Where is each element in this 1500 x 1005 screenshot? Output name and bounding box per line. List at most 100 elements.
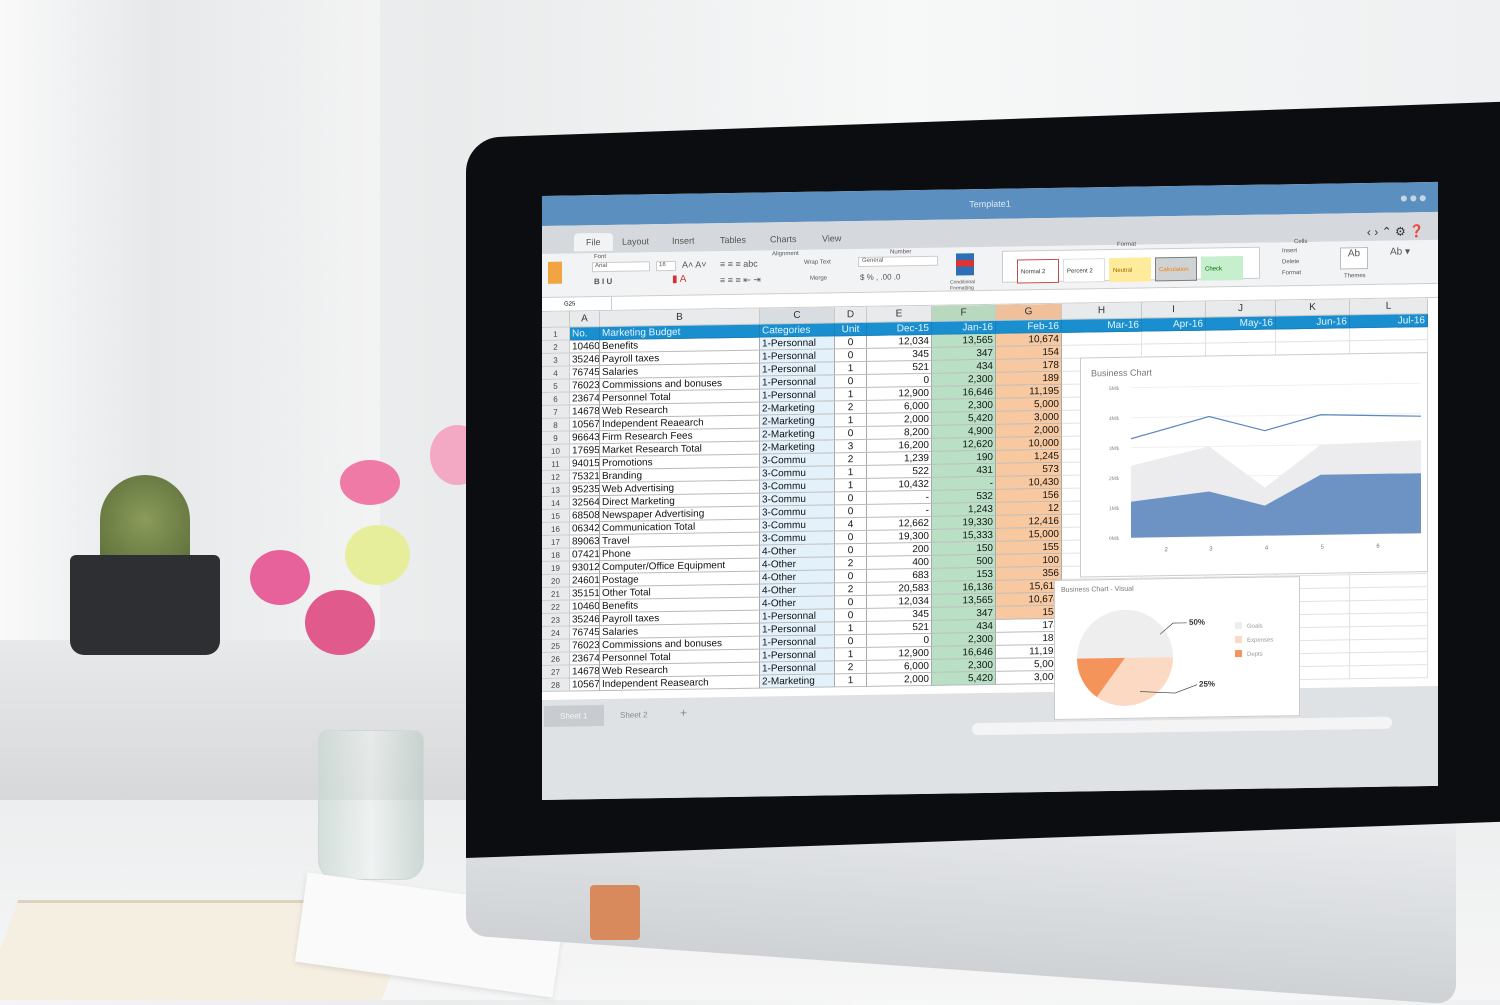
table-cell[interactable]: 153 (932, 567, 996, 582)
row-number[interactable]: 7 (542, 405, 570, 419)
row-number[interactable]: 10 (542, 444, 570, 458)
settings-help-icons[interactable]: ‹ › ⌃ ⚙ ❓ (1366, 224, 1424, 240)
tab-file[interactable]: File (574, 232, 613, 252)
table-cell[interactable]: 12 (996, 501, 1062, 516)
row-number[interactable]: 1 (542, 327, 570, 341)
tab-view[interactable]: View (822, 233, 842, 244)
table-cell[interactable]: 10567 (570, 418, 600, 432)
empty-cell[interactable] (1350, 639, 1428, 654)
table-cell[interactable]: 1,243 (932, 502, 996, 517)
table-cell[interactable]: 15,611 (996, 579, 1062, 594)
table-cell[interactable]: 3,000 (996, 410, 1062, 425)
table-cell[interactable]: 2-Marketing (760, 401, 835, 416)
row-number[interactable]: 22 (542, 600, 570, 614)
table-cell[interactable]: 154 (996, 605, 1062, 620)
sheet-tab-1[interactable]: Sheet 1 (544, 705, 604, 727)
table-cell[interactable]: 6,000 (867, 659, 932, 674)
table-cell[interactable]: 522 (867, 464, 932, 479)
table-cell[interactable]: 12,900 (867, 646, 932, 661)
row-number[interactable]: 24 (542, 626, 570, 640)
empty-cell[interactable] (1350, 327, 1428, 342)
format-cells-button[interactable]: Format (1282, 270, 1302, 277)
table-cell[interactable]: 19,330 (932, 515, 996, 530)
table-cell[interactable]: 155 (996, 540, 1062, 555)
paste-icon[interactable] (548, 261, 562, 284)
table-cell[interactable]: 6,000 (867, 399, 932, 414)
add-sheet-button[interactable]: + (680, 705, 688, 720)
table-cell[interactable]: 1 (835, 361, 867, 376)
table-cell[interactable]: 35151 (570, 587, 600, 601)
table-cell[interactable]: 2 (835, 660, 867, 675)
row-number[interactable]: 16 (542, 522, 570, 536)
table-cell[interactable]: 23674 (570, 392, 600, 406)
column-header-E[interactable]: E (867, 305, 932, 323)
table-cell[interactable]: 15,333 (932, 528, 996, 543)
conditional-formatting-button[interactable]: Conditional Formatting (950, 279, 976, 292)
table-cell[interactable]: 1 (835, 413, 867, 428)
table-cell[interactable]: 1-Personnal (760, 388, 835, 403)
table-cell[interactable]: - (932, 476, 996, 491)
tab-insert[interactable]: Insert (672, 235, 695, 246)
table-cell[interactable]: 5,420 (932, 671, 996, 686)
table-cell[interactable]: 2,000 (867, 412, 932, 427)
table-cell[interactable]: 347 (932, 346, 996, 361)
table-cell[interactable]: 1-Personnal (760, 635, 835, 650)
empty-cell[interactable] (1350, 665, 1428, 680)
window-controls[interactable]: ●●● (1399, 189, 1428, 206)
table-cell[interactable]: 189 (996, 371, 1062, 386)
table-cell[interactable]: 95235 (570, 483, 600, 497)
table-cell[interactable]: 521 (867, 360, 932, 375)
table-cell[interactable]: 154 (996, 345, 1062, 360)
tab-layout[interactable]: Layout (622, 236, 650, 247)
table-cell[interactable]: 2-Marketing (760, 440, 835, 455)
row-number[interactable]: 12 (542, 470, 570, 484)
table-cell[interactable]: 19,300 (867, 529, 932, 544)
table-cell[interactable]: 4-Other (760, 557, 835, 572)
table-cell[interactable]: 2 (835, 452, 867, 467)
table-cell[interactable]: 2,300 (932, 398, 996, 413)
table-cell[interactable]: 1-Personnal (760, 648, 835, 663)
wrap-text-button[interactable]: Wrap Text (804, 259, 831, 266)
table-cell[interactable]: 1 (835, 387, 867, 402)
table-cell[interactable]: 100 (996, 553, 1062, 568)
table-cell[interactable]: 12,034 (867, 334, 932, 349)
table-cell[interactable]: 5,000 (996, 397, 1062, 412)
table-cell[interactable]: 2 (835, 582, 867, 597)
table-cell[interactable]: 10,674 (996, 332, 1062, 347)
table-cell[interactable]: 1-Personnal (760, 362, 835, 377)
font-name-select[interactable]: Arial (592, 261, 650, 273)
table-cell[interactable]: 3-Commu (760, 518, 835, 533)
row-number[interactable]: 4 (542, 366, 570, 380)
table-cell[interactable]: 345 (867, 347, 932, 362)
table-cell[interactable]: 0 (867, 373, 932, 388)
fonts-theme-button[interactable]: Ab ▾ (1390, 246, 1411, 258)
column-header-J[interactable]: J (1206, 300, 1276, 318)
table-cell[interactable]: 0 (835, 491, 867, 506)
table-cell[interactable]: 1 (835, 621, 867, 636)
table-cell[interactable]: 10,674 (996, 592, 1062, 607)
row-number[interactable]: 26 (542, 652, 570, 666)
table-cell[interactable]: 68508 (570, 509, 600, 523)
table-cell[interactable]: 573 (996, 462, 1062, 477)
align-icons-2[interactable]: ≡ ≡ ≡ ⇤ ⇥ (720, 274, 761, 286)
empty-cell[interactable] (1350, 574, 1428, 589)
empty-cell[interactable] (1350, 626, 1428, 641)
table-cell[interactable]: 2 (835, 556, 867, 571)
table-cell[interactable]: 1-Personnal (760, 609, 835, 624)
table-cell[interactable]: 1-Personnal (760, 375, 835, 390)
row-number[interactable]: 11 (542, 457, 570, 471)
table-cell[interactable]: 178 (996, 358, 1062, 373)
font-size-select[interactable]: 16 (656, 260, 676, 272)
table-cell[interactable]: 1-Personnal (760, 622, 835, 637)
column-header-H[interactable]: H (1062, 302, 1142, 320)
column-header-L[interactable]: L (1350, 298, 1428, 316)
table-cell[interactable]: 200 (867, 542, 932, 557)
tab-tables[interactable]: Tables (720, 234, 747, 246)
table-cell[interactable]: 0 (835, 504, 867, 519)
column-header-A[interactable]: A (570, 311, 600, 328)
table-cell[interactable]: 16,646 (932, 385, 996, 400)
table-cell[interactable]: 5,000 (996, 657, 1062, 672)
table-cell[interactable]: 4-Other (760, 544, 835, 559)
table-cell[interactable]: 1 (835, 465, 867, 480)
table-cell[interactable]: 4,900 (932, 424, 996, 439)
